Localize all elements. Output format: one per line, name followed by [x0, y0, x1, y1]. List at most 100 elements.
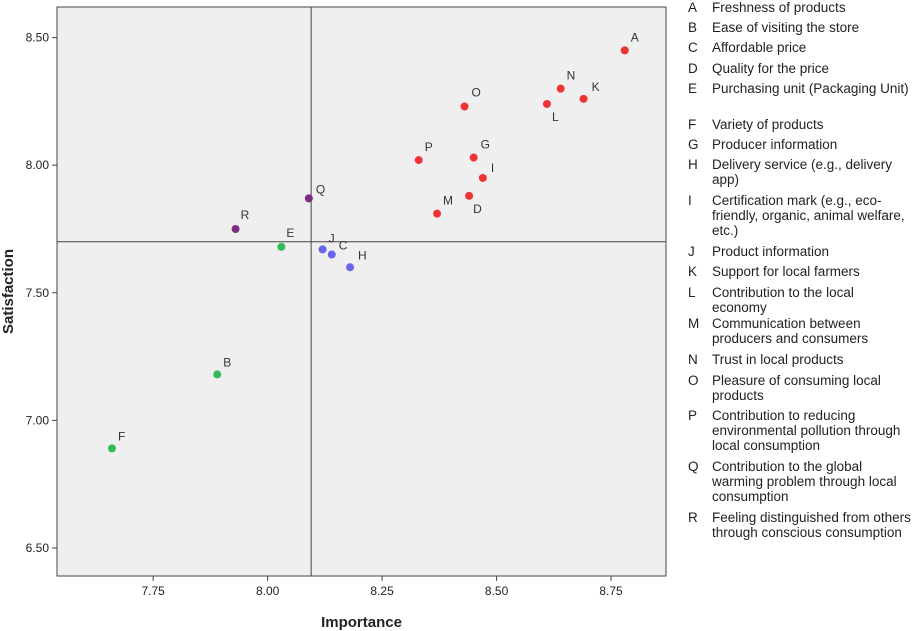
- x-tick-label: 8.25: [370, 584, 394, 598]
- legend-key: M: [688, 316, 700, 331]
- data-point-label-f: F: [118, 429, 125, 443]
- y-tick-label: 7.00: [26, 413, 50, 427]
- legend-key: C: [688, 40, 698, 55]
- data-point-c: [327, 250, 336, 259]
- legend-item-l: L Contribution to the local economy: [688, 285, 912, 315]
- legend-key: E: [688, 81, 698, 96]
- y-tick-label: 6.50: [26, 541, 50, 555]
- legend-key: I: [688, 193, 692, 208]
- data-point-label-p: P: [425, 140, 433, 154]
- data-point-f: [107, 444, 116, 453]
- legend-key: O: [688, 373, 699, 388]
- legend-text: Feeling distinguished from others throug…: [712, 510, 911, 540]
- y-axis: 6.50 7.00 7.50 8.00 8.50: [26, 31, 57, 555]
- legend-key: B: [688, 20, 698, 35]
- legend-item-q: Q Contribution to the global warming prob…: [688, 459, 912, 504]
- data-point-a: [620, 46, 629, 55]
- legend-key: H: [688, 157, 698, 172]
- data-point-g: [469, 153, 478, 162]
- legend-item-b: B Ease of visiting the store: [688, 20, 912, 35]
- data-point-p: [414, 156, 423, 165]
- legend-text: Communication between producers and cons…: [712, 316, 869, 346]
- legend-key: G: [688, 137, 699, 152]
- y-tick-label: 8.00: [26, 158, 50, 172]
- plot-area: [56, 6, 667, 577]
- legend-key: K: [688, 264, 698, 279]
- data-point-label-g: G: [481, 138, 490, 152]
- legend-key: P: [688, 408, 698, 423]
- x-axis-title: Importance: [321, 614, 402, 631]
- legend-key: D: [688, 61, 698, 76]
- scatter-chart: 7.75 8.00 8.25 8.50 8.75 6.50 7.00 7.50 8.00 8.5…: [0, 6, 667, 631]
- legend-text: Affordable price: [712, 40, 807, 55]
- legend-key: A: [688, 0, 698, 15]
- x-tick-label: 8.50: [485, 584, 509, 598]
- legend-item-h: H Delivery service (e.g., delivery app): [688, 157, 912, 187]
- data-point-label-o: O: [472, 86, 481, 100]
- data-point-label-k: K: [592, 80, 600, 94]
- legend-text: Certification mark (e.g., eco-friendly, …: [712, 193, 905, 238]
- data-point-q: [304, 194, 313, 203]
- legend-item-p: P Contribution to reducing environmental …: [688, 408, 912, 453]
- legend-text: Trust in local products: [712, 352, 844, 367]
- legend-item-a: A Freshness of products: [688, 0, 912, 15]
- x-tick-label: 7.75: [141, 584, 165, 598]
- data-point-n: [556, 84, 565, 93]
- legend-key: L: [688, 285, 696, 300]
- data-point-r: [231, 224, 240, 233]
- data-point-i: [478, 173, 487, 182]
- legend-item-i: I Certification mark (e.g., eco-friendly,…: [688, 193, 912, 238]
- legend-item-c: C Affordable price: [688, 40, 912, 55]
- legend-item-g: G Producer information: [688, 137, 912, 152]
- legend-item-k: K Support for local farmers: [688, 264, 912, 279]
- legend-key: N: [688, 352, 698, 367]
- legend-text: Contribution to reducing environmental p…: [712, 408, 901, 453]
- legend-item-m: M Communication between producers and con…: [688, 316, 912, 346]
- legend-key: F: [688, 117, 697, 132]
- data-point-label-l: L: [552, 110, 559, 124]
- data-point-label-i: I: [491, 161, 494, 175]
- legend-text: Product information: [712, 244, 830, 259]
- y-tick-label: 8.50: [26, 31, 50, 45]
- data-point-e: [277, 242, 286, 251]
- data-point-k: [579, 94, 588, 103]
- legend-item-o: O Pleasure of consuming local products: [688, 373, 912, 403]
- data-point-o: [460, 102, 469, 111]
- legend-key: R: [688, 510, 698, 525]
- data-point-label-c: C: [339, 239, 348, 253]
- data-point-label-d: D: [473, 202, 482, 216]
- x-tick-label: 8.00: [256, 584, 280, 598]
- data-point-j: [318, 245, 327, 254]
- legend-key: J: [688, 244, 695, 259]
- legend-text: Quality for the price: [712, 61, 830, 76]
- y-tick-label: 7.50: [26, 286, 50, 300]
- legend-text: Purchasing unit (Packaging Unit): [712, 81, 909, 96]
- data-point-b: [213, 370, 222, 379]
- legend-item-r: R Feeling distinguished from others throu…: [688, 510, 912, 540]
- legend-item-j: J Product information: [688, 244, 912, 259]
- x-axis: 7.75 8.00 8.25 8.50 8.75: [141, 576, 623, 598]
- data-point-label-e: E: [286, 226, 294, 240]
- data-point-label-h: H: [358, 248, 367, 262]
- legend-text: Producer information: [712, 137, 838, 152]
- legend-item-d: D Quality for the price: [688, 61, 912, 76]
- legend-text: Contribution to the global warming probl…: [712, 459, 897, 504]
- legend-text: Ease of visiting the store: [712, 20, 860, 35]
- reference-lines: [57, 7, 666, 576]
- data-point-m: [433, 209, 442, 218]
- data-point-label-q: Q: [316, 182, 325, 196]
- data-point-label-r: R: [241, 208, 250, 222]
- legend-item-n: N Trust in local products: [688, 352, 912, 367]
- legend-text: Variety of products: [712, 117, 824, 132]
- data-points: A N K L O G P I D M Q R E JCH B F: [107, 30, 639, 453]
- data-point-label-n: N: [567, 69, 576, 83]
- legend-item-e: E Purchasing unit (Packaging Unit): [688, 81, 912, 96]
- y-axis-title: Satisfaction: [0, 249, 17, 334]
- data-point-label-m: M: [443, 194, 453, 208]
- legend-text: Delivery service (e.g., delivery app): [712, 157, 893, 187]
- legend-text: Contribution to the local economy: [712, 285, 854, 315]
- data-point-l: [542, 99, 551, 108]
- legend-text: Freshness of products: [712, 0, 846, 15]
- legend-text: Support for local farmers: [712, 264, 860, 279]
- legend-key: Q: [688, 459, 699, 474]
